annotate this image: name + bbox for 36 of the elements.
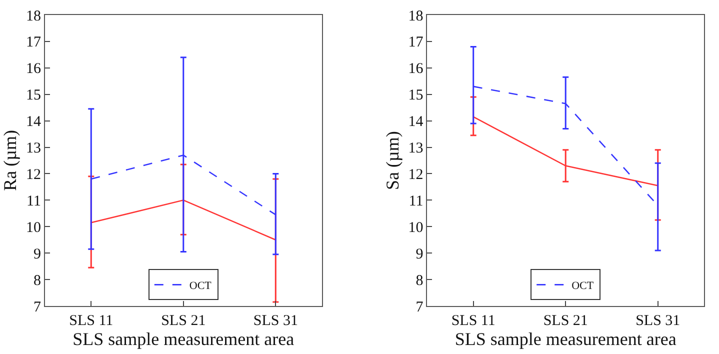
x-tick-label: SLS 31 [253, 313, 298, 329]
x-axis-title: SLS sample measurement area [454, 329, 676, 349]
x-tick-label: SLS 31 [636, 313, 680, 329]
y-tick-label: 13 [408, 140, 424, 157]
y-tick-label: 15 [408, 88, 424, 104]
y-tick-label: 10 [408, 220, 424, 236]
y-tick-label: 15 [26, 88, 41, 104]
y-tick-label: 17 [408, 34, 424, 51]
x-axis-title: SLS sample measurement area [72, 329, 294, 349]
y-tick-label: 12 [408, 166, 424, 183]
y-axis-title: Ra (µm) [0, 130, 20, 191]
y-tick-label: 8 [416, 272, 424, 289]
y-tick-label: 14 [26, 114, 42, 130]
y-axis-title: Sa (µm) [382, 131, 402, 190]
y-tick-label: 9 [34, 246, 41, 262]
legend-label: OCT [572, 280, 594, 292]
y-tick-label: 12 [26, 166, 41, 183]
y-tick-label: 13 [26, 140, 41, 157]
y-tick-label: 18 [408, 8, 424, 24]
y-tick-label: 11 [408, 193, 424, 210]
y-tick-label: 7 [34, 299, 42, 316]
x-tick-label: SLS 21 [543, 313, 588, 329]
y-tick-label: 16 [26, 61, 42, 78]
y-tick-label: 18 [26, 8, 41, 24]
y-tick-label: 14 [408, 114, 424, 130]
y-tick-label: 11 [26, 193, 41, 210]
y-tick-label: 17 [26, 34, 42, 51]
y-tick-label: 7 [416, 299, 424, 316]
x-tick-label: SLS 11 [69, 313, 114, 329]
y-tick-label: 8 [34, 272, 41, 289]
y-tick-label: 16 [408, 61, 424, 78]
legend-label: OCT [189, 280, 212, 292]
y-tick-label: 10 [26, 220, 41, 236]
y-tick-label: 9 [416, 246, 424, 262]
x-tick-label: SLS 11 [451, 313, 496, 329]
x-tick-label: SLS 21 [161, 313, 206, 329]
